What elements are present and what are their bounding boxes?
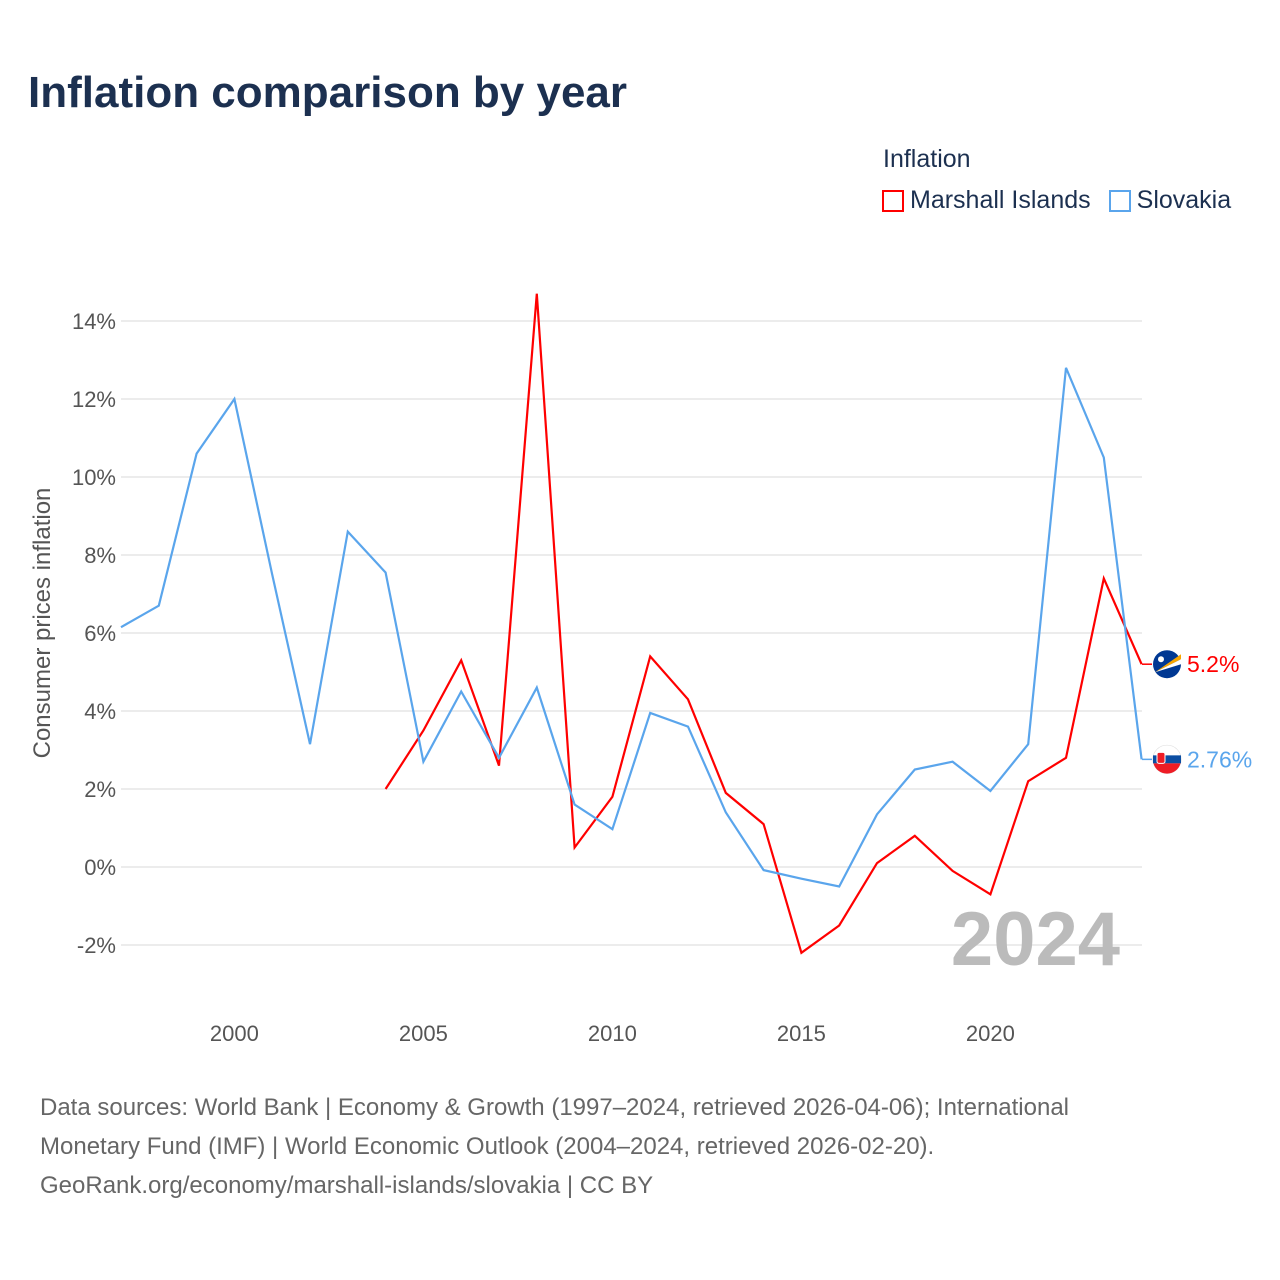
x-tick-label: 2010: [588, 1021, 637, 1046]
legend-label: Slovakia: [1136, 186, 1232, 214]
series-line-marshall-islands[interactable]: [384, 293, 1143, 955]
x-tick-label: 2005: [399, 1021, 448, 1046]
y-tick-label: 6%: [84, 621, 116, 646]
series-line-slovakia[interactable]: [120, 367, 1143, 888]
legend-label: Marshall Islands: [910, 186, 1091, 214]
y-tick-label: 2%: [84, 777, 116, 802]
x-tick-label: 2000: [210, 1021, 259, 1046]
y-axis-label: Consumer prices inflation: [29, 488, 56, 759]
end-value-label: 2.76%: [1187, 746, 1252, 772]
y-tick-label: 8%: [84, 543, 116, 568]
legend-item-slovakia[interactable]: Slovakia: [1108, 186, 1232, 215]
slovakia-flag-icon: [1152, 744, 1182, 774]
legend-swatch: [1108, 189, 1131, 212]
y-tick-label: 10%: [72, 465, 116, 490]
end-value-label: 5.2%: [1187, 651, 1239, 677]
y-tick-label: 0%: [84, 855, 116, 880]
line-chart: -2% 0% 2% 4% 6% 8% 10% 12% 14% 2000 2005 2010 2015 20…: [29, 293, 1252, 1046]
y-tick-label: 4%: [84, 699, 116, 724]
x-tick-label: 2015: [777, 1021, 826, 1046]
legend-title: Inflation: [883, 145, 971, 173]
y-tick-label: -2%: [77, 933, 116, 958]
y-tick-label: 12%: [72, 387, 116, 412]
footer-sources-2: Monetary Fund (IMF) | World Economic Out…: [40, 1133, 935, 1160]
y-tick-label: 14%: [72, 309, 116, 334]
legend-item-marshall-islands[interactable]: Marshall Islands: [882, 186, 1091, 215]
footer: Data sources: World Bank | Economy & Gro…: [40, 1088, 1069, 1205]
marshall-islands-flag-icon: [1153, 650, 1181, 679]
chart-title: Inflation comparison by year: [28, 68, 628, 117]
legend-swatch: [882, 189, 904, 212]
legend: Marshall Islands Slovakia: [882, 186, 1231, 215]
x-tick-label: 2020: [966, 1021, 1015, 1046]
footer-sources-1: Data sources: World Bank | Economy & Gro…: [40, 1094, 1070, 1121]
footer-url[interactable]: GeoRank.org/economy/marshall-islands/slo…: [40, 1172, 654, 1199]
year-watermark: 2024: [951, 897, 1120, 982]
